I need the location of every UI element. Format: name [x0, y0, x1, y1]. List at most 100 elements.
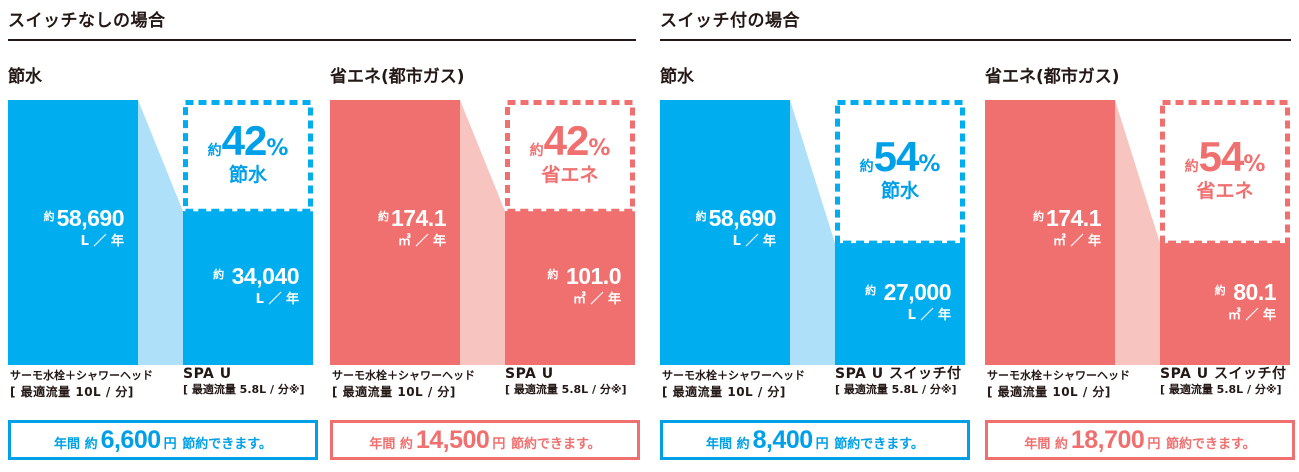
after-flow-rate: [ 最適流量 5.8L / 分※] [183, 383, 305, 396]
saving-amount: 6,600 [100, 426, 162, 454]
before-unit: ㎥ ／ 年 [397, 234, 446, 249]
after-unit: ㎥ ／ 年 [572, 292, 621, 308]
reduction-word: 節水 [880, 179, 919, 202]
section-divider [660, 39, 1291, 41]
saving-amount: 18,700 [1070, 426, 1145, 454]
reduction-word: 省エネ [1196, 179, 1254, 202]
bar-connector [138, 100, 183, 365]
after-number: 80.1 [1233, 279, 1276, 306]
after-number: 101.0 [565, 263, 622, 290]
after-unit: L ／ 年 [907, 308, 951, 324]
before-product-label: サーモ水栓＋シャワーヘッド [ 最適流量 10L / 分] [332, 368, 475, 400]
after-value: 約 80.1 ㎥ ／ 年 [1160, 279, 1277, 324]
saving-amount: 8,400 [752, 426, 814, 454]
approx-label: 約 [207, 142, 222, 159]
reduction-badge: 約42% 節水 [183, 104, 313, 187]
approx-label: 約 [865, 284, 877, 298]
saving-prefix: 年間 約 [54, 437, 98, 452]
after-flow-rate: [ 最適流量 5.8L / 分※] [835, 383, 957, 396]
before-number: 58,690 [56, 205, 125, 231]
section-title-no-switch: スイッチなしの場合 [8, 11, 166, 31]
approx-label: 約 [695, 210, 707, 223]
saving-suffix: 節約できます。 [834, 437, 924, 452]
after-product-name: SPA U スイッチ付 [1160, 366, 1287, 382]
reduction-percent: 54 [1198, 132, 1245, 180]
reduction-badge: 約54% 節水 [835, 104, 965, 203]
annual-saving-box: 年間 約 8,400 円 節約できます。 [660, 420, 970, 460]
panel-water-no-switch: 節水 約42% 節水 約58,690 L ／ 年 約 34,040 L ／ 年 … [8, 62, 318, 472]
after-product-label: SPA U スイッチ付 [ 最適流量 5.8L / 分※] [1160, 366, 1287, 398]
bar-connector [460, 100, 505, 365]
after-product-name: SPA U スイッチ付 [835, 366, 962, 382]
before-number: 174.1 [390, 205, 447, 231]
after-product-label: SPA U [ 最適流量 5.8L / 分※] [183, 366, 305, 398]
before-flow-rate: [ 最適流量 10L / 分] [987, 385, 1111, 399]
saving-currency: 円 [1147, 437, 1161, 452]
percent-sign: % [588, 135, 611, 161]
after-product-name: SPA U [183, 366, 232, 382]
bar-before [985, 100, 1115, 365]
after-unit: ㎥ ／ 年 [1227, 308, 1276, 324]
saving-prefix: 年間 約 [369, 437, 413, 452]
comparison-chart [8, 100, 313, 365]
annual-saving-box: 年間 約 18,700 円 節約できます。 [985, 420, 1295, 460]
saving-amount: 14,500 [415, 426, 490, 454]
panel-energy-with-switch: 省エネ(都市ガス) 約54% 省エネ 約174.1 ㎥ ／ 年 約 80.1 ㎥… [985, 62, 1295, 472]
approx-label: 約 [1214, 284, 1226, 298]
reduction-percent: 54 [873, 132, 920, 180]
after-product-label: SPA U [ 最適流量 5.8L / 分※] [505, 366, 627, 398]
before-number: 174.1 [1045, 205, 1102, 231]
before-product-name: サーモ水栓＋シャワーヘッド [332, 369, 475, 382]
annual-saving-box: 年間 約 6,600 円 節約できます。 [8, 420, 318, 460]
bar-after [1160, 243, 1290, 365]
bar-connector [790, 100, 835, 365]
panel-water-with-switch: 節水 約54% 節水 約58,690 L ／ 年 約 27,000 L ／ 年 … [660, 62, 970, 472]
after-number: 27,000 [883, 279, 952, 306]
bar-before [8, 100, 138, 365]
after-product-label: SPA U スイッチ付 [ 最適流量 5.8L / 分※] [835, 366, 962, 398]
bar-connector [1115, 100, 1160, 365]
saving-currency: 円 [492, 437, 506, 452]
bar-before [660, 100, 790, 365]
comparison-chart [985, 100, 1290, 365]
after-flow-rate: [ 最適流量 5.8L / 分※] [505, 383, 627, 396]
bar-after [183, 211, 313, 365]
panel-energy-no-switch: 省エネ(都市ガス) 約42% 省エネ 約174.1 ㎥ ／ 年 約 101.0 … [330, 62, 640, 472]
before-product-name: サーモ水栓＋シャワーヘッド [10, 369, 153, 382]
before-flow-rate: [ 最適流量 10L / 分] [662, 385, 786, 399]
before-product-label: サーモ水栓＋シャワーヘッド [ 最適流量 10L / 分] [10, 368, 153, 400]
percent-sign: % [918, 151, 941, 177]
reduction-percent: 42 [221, 116, 268, 164]
section-title-with-switch: スイッチ付の場合 [660, 11, 800, 31]
before-flow-rate: [ 最適流量 10L / 分] [332, 385, 456, 399]
before-unit: L ／ 年 [732, 234, 776, 249]
saving-currency: 円 [815, 437, 829, 452]
reduction-badge: 約54% 省エネ [1160, 104, 1290, 203]
panel-title: 省エネ(都市ガス) [330, 67, 465, 87]
before-product-label: サーモ水栓＋シャワーヘッド [ 最適流量 10L / 分] [662, 368, 805, 400]
before-unit: L ／ 年 [80, 234, 124, 249]
before-value: 約174.1 ㎥ ／ 年 [330, 205, 447, 249]
bar-after [835, 243, 965, 365]
saving-prefix: 年間 約 [706, 437, 750, 452]
before-flow-rate: [ 最適流量 10L / 分] [10, 385, 134, 399]
before-value: 約58,690 L ／ 年 [8, 205, 125, 249]
approx-label: 約 [43, 210, 55, 223]
reduction-percent: 42 [543, 116, 590, 164]
after-unit: L ／ 年 [255, 292, 299, 308]
percent-sign: % [1243, 151, 1266, 177]
after-value: 約 34,040 L ／ 年 [183, 263, 299, 307]
reduction-outline [835, 100, 965, 246]
saving-suffix: 節約できます。 [182, 437, 272, 452]
after-flow-rate: [ 最適流量 5.8L / 分※] [1160, 383, 1282, 396]
comparison-chart [660, 100, 965, 365]
approx-label: 約 [377, 210, 389, 223]
percent-sign: % [266, 135, 289, 161]
before-product-name: サーモ水栓＋シャワーヘッド [662, 369, 805, 382]
panel-title: 節水 [8, 67, 42, 87]
bar-after [505, 211, 635, 365]
saving-prefix: 年間 約 [1024, 437, 1068, 452]
before-unit: ㎥ ／ 年 [1052, 234, 1101, 249]
after-value: 約 27,000 L ／ 年 [835, 279, 951, 323]
bar-before [330, 100, 460, 365]
